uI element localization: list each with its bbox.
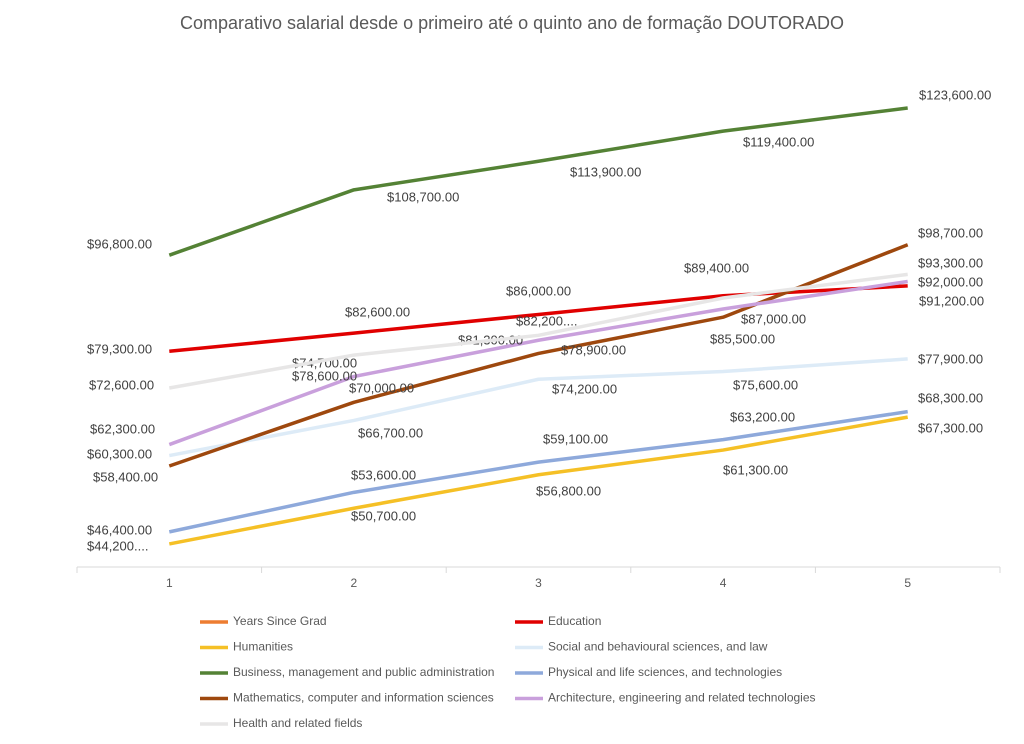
series-line <box>168 415 909 546</box>
data-label: $92,000.00 <box>918 274 983 289</box>
data-label: $68,300.00 <box>918 390 983 405</box>
legend-label: Years Since Grad <box>233 614 327 628</box>
chart-title: Comparativo salarial desde o primeiro at… <box>180 13 844 33</box>
data-label: $58,400.00 <box>93 469 158 484</box>
data-label: $66,700.00 <box>358 425 423 440</box>
data-label: $113,900.00 <box>570 164 641 179</box>
data-label: $78,600.00 <box>292 368 357 383</box>
data-label: $60,300.00 <box>87 446 152 461</box>
data-label: $70,000.00 <box>349 380 414 395</box>
x-tick-label: 3 <box>535 576 542 590</box>
data-label: $53,600.00 <box>351 467 416 482</box>
legend-label: Physical and life sciences, and technolo… <box>548 665 782 679</box>
data-label: $74,200.00 <box>552 381 617 396</box>
legend-label: Health and related fields <box>233 716 362 730</box>
data-label: $50,700.00 <box>351 508 416 523</box>
x-tick-label: 1 <box>166 576 173 590</box>
x-tick-label: 4 <box>720 576 727 590</box>
data-label: $119,400.00 <box>743 134 814 149</box>
legend-label: Social and behavioural sciences, and law <box>548 640 768 654</box>
data-label: $46,400.00 <box>87 522 152 537</box>
series-line <box>168 357 908 458</box>
data-label: $85,500.00 <box>710 331 775 346</box>
data-label: $63,200.00 <box>730 409 795 424</box>
legend-label: Education <box>548 614 601 628</box>
data-label: $67,300.00 <box>918 420 983 435</box>
data-label: $78,900.00 <box>561 342 626 357</box>
data-label: $89,400.00 <box>684 260 749 275</box>
data-label: $72,600.00 <box>89 377 154 392</box>
data-label: $62,300.00 <box>90 421 155 436</box>
data-label: $108,700.00 <box>387 189 459 204</box>
data-label: $61,300.00 <box>723 462 788 477</box>
data-label: $96,800.00 <box>87 236 152 251</box>
data-label: $77,900.00 <box>918 351 983 366</box>
legend-label: Mathematics, computer and information sc… <box>233 691 494 705</box>
data-label: $75,600.00 <box>733 377 798 392</box>
x-tick-label: 5 <box>904 576 911 590</box>
x-tick-label: 2 <box>351 576 358 590</box>
data-label: $86,000.00 <box>506 283 571 298</box>
legend-label: Humanities <box>233 640 293 654</box>
data-label: $87,000.00 <box>741 311 806 326</box>
series-line <box>168 272 908 390</box>
legend-label: Architecture, engineering and related te… <box>548 691 816 705</box>
data-label: $82,200.... <box>516 313 577 328</box>
series-line <box>168 243 909 468</box>
series-line <box>168 279 908 447</box>
series-line <box>168 409 908 534</box>
data-label: $59,100.00 <box>543 431 608 446</box>
data-label: $79,300.00 <box>87 341 152 356</box>
data-label: $82,600.00 <box>345 304 410 319</box>
data-label: $98,700.00 <box>918 225 983 240</box>
data-label: $56,800.00 <box>536 483 601 498</box>
legend-label: Business, management and public administ… <box>233 665 494 679</box>
series-line <box>168 106 908 257</box>
data-label: $123,600.00 <box>919 87 991 102</box>
data-label: $93,300.00 <box>918 255 983 270</box>
data-label: $91,200.00 <box>919 293 984 308</box>
data-label: $44,200.... <box>87 538 148 553</box>
